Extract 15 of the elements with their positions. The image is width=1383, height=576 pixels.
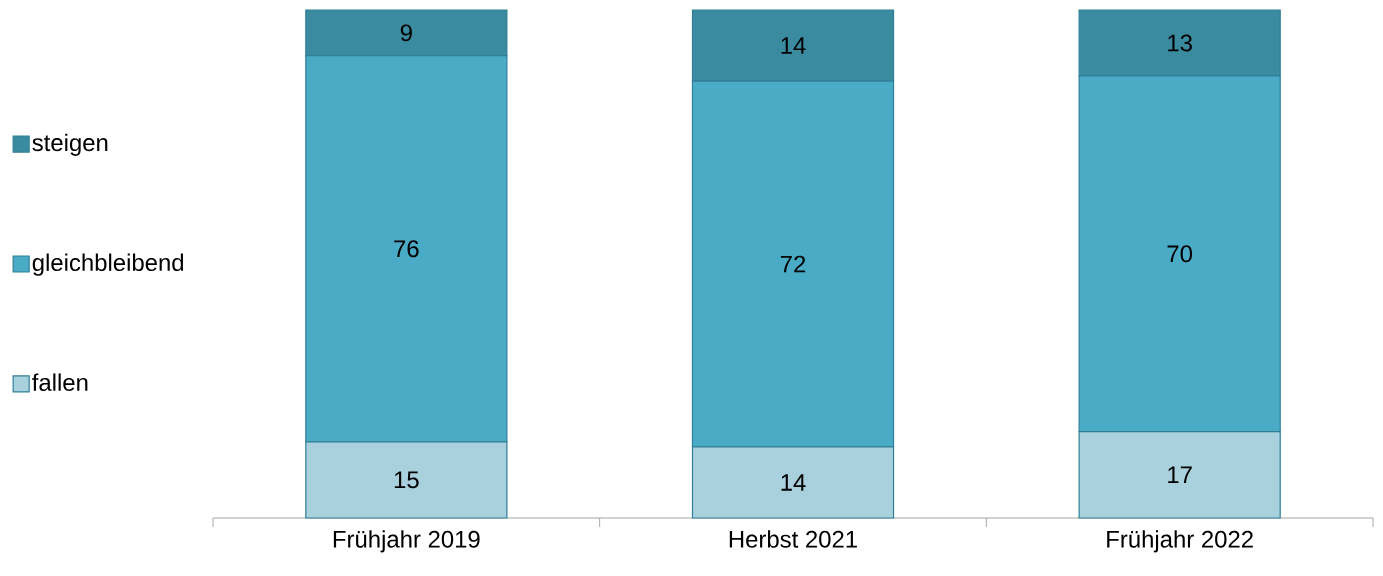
legend-label: steigen	[32, 133, 108, 156]
data-label: 9	[400, 24, 412, 42]
data-label: 15	[394, 471, 419, 489]
x-tick-label: Frühjahr 2022	[1107, 530, 1253, 553]
x-tick-label: Frühjahr 2019	[333, 530, 480, 553]
data-label: 76	[394, 240, 419, 258]
data-label: 72	[780, 255, 806, 273]
data-label: 14	[781, 37, 806, 54]
legend-label: fallen	[32, 373, 88, 391]
data-label: 70	[1167, 245, 1193, 263]
data-label: 17	[1168, 466, 1192, 484]
legend-label: gleichbleibend	[32, 253, 184, 276]
x-tick-label: Herbst 2021	[729, 530, 857, 548]
data-label: 13	[1168, 34, 1192, 52]
data-label: 14	[781, 474, 806, 491]
